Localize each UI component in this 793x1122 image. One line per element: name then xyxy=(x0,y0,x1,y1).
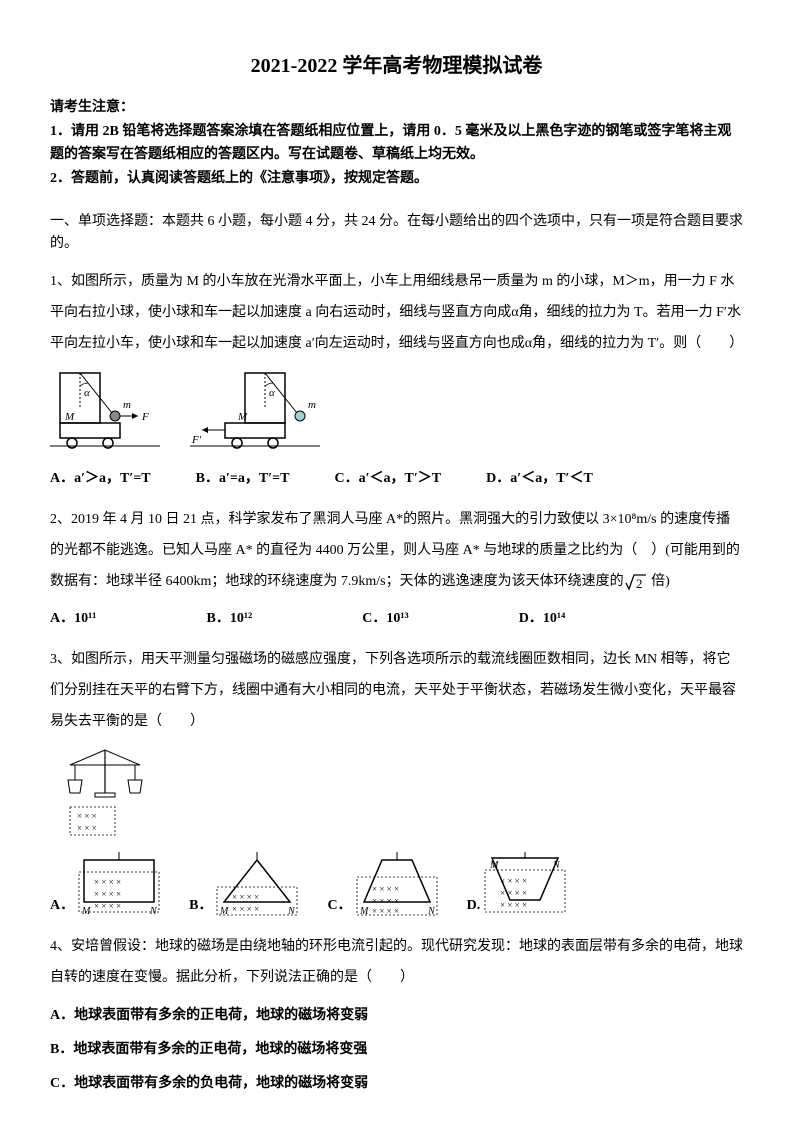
svg-text:N: N xyxy=(149,906,158,917)
q4-option-a: A．地球表面带有多余的正电荷，地球的磁场将变弱 xyxy=(50,1002,743,1030)
sqrt-2-icon: 2 xyxy=(624,573,648,591)
section-1-intro: 一、单项选择题：本题共 6 小题，每小题 4 分，共 24 分。在每小题给出的四… xyxy=(50,211,743,256)
svg-text:N: N xyxy=(427,906,436,917)
question-2: 2、2019 年 4 月 10 日 21 点，科学家发布了黑洞人马座 A*的照片… xyxy=(50,505,743,597)
q4-option-c: C．地球表面带有多余的负电荷，地球的磁场将变弱 xyxy=(50,1070,743,1098)
question-3-text: 3、如图所示，用天平测量匀强磁场的磁感应强度，下列各选项所示的载流线圈匝数相同，… xyxy=(50,645,743,737)
question-3: 3、如图所示，用天平测量匀强磁场的磁感应强度，下列各选项所示的载流线圈匝数相同，… xyxy=(50,645,743,737)
page-title: 2021-2022 学年高考物理模拟试卷 xyxy=(50,50,743,82)
svg-text:× × × ×: × × × × xyxy=(372,884,399,894)
notice-header: 请考生注意： xyxy=(50,97,743,119)
svg-text:α: α xyxy=(269,387,275,399)
svg-text:N: N xyxy=(552,860,561,871)
svg-text:M: M xyxy=(359,906,369,917)
q3-diagram-d: × × × × × × × × × × × × M N xyxy=(480,852,570,917)
q3-option-b: B． × × × × × × × × M N xyxy=(189,852,302,917)
q2-option-d: D．10¹⁴ xyxy=(519,608,566,630)
q4-option-b: B．地球表面带有多余的正电荷，地球的磁场将变强 xyxy=(50,1036,743,1064)
question-4-text: 4、安培曾假设：地球的磁场是由绕地轴的环形电流引起的。现代研究发现：地球的表面层… xyxy=(50,932,743,994)
q2-option-b: B．10¹² xyxy=(207,608,253,630)
svg-text:× × × ×: × × × × xyxy=(94,889,121,899)
q3-diagram-a: × × × × × × × × × × × × M N xyxy=(74,852,164,917)
question-2-text-after: 倍) xyxy=(648,574,670,589)
notice-item-1: 1．请用 2B 铅笔将选择题答案涂填在答题纸相应位置上，请用 0．5 毫米及以上… xyxy=(50,121,743,166)
question-3-balance-diagram: × × × × × × xyxy=(60,745,743,840)
q2-option-a: A．10¹¹ xyxy=(50,608,97,630)
svg-text:m: m xyxy=(308,399,316,411)
svg-text:F: F xyxy=(141,411,149,423)
svg-text:2: 2 xyxy=(636,576,643,591)
svg-text:m: m xyxy=(123,399,131,411)
svg-text:× × × ×: × × × × xyxy=(94,901,121,911)
svg-text:× × × ×: × × × × xyxy=(500,888,527,898)
svg-text:× × × ×: × × × × xyxy=(232,892,259,902)
svg-text:× × × ×: × × × × xyxy=(232,904,259,914)
q1-option-d: D．a′＜a，T′＜T xyxy=(486,468,593,490)
svg-text:× × × ×: × × × × xyxy=(94,877,121,887)
question-1-options: A．a′＞a，T′=T B．a′=a，T′=T C．a′＜a，T′＞T D．a′… xyxy=(50,468,743,490)
svg-text:N: N xyxy=(287,906,296,917)
q1-option-b: B．a′=a，T′=T xyxy=(196,468,290,490)
svg-text:× × × ×: × × × × xyxy=(372,896,399,906)
svg-text:F′: F′ xyxy=(191,434,202,446)
question-1: 1、如图所示，质量为 M 的小车放在光滑水平面上，小车上用细线悬吊一质量为 m … xyxy=(50,267,743,359)
svg-text:M: M xyxy=(81,906,91,917)
svg-text:M: M xyxy=(64,411,75,423)
svg-text:× × × ×: × × × × xyxy=(500,900,527,910)
q1-option-a: A．a′＞a，T′=T xyxy=(50,468,151,490)
q3-option-d: D. × × × × × × × × × × × × M N xyxy=(467,852,571,917)
question-2-options: A．10¹¹ B．10¹² C．10¹³ D．10¹⁴ xyxy=(50,608,743,630)
svg-text:α: α xyxy=(84,387,90,399)
notice-item-2: 2．答题前，认真阅读答题纸上的《注意事项》，按规定答题。 xyxy=(50,168,743,190)
q3-diagram-c: × × × × × × × × × × × × M N xyxy=(352,852,442,917)
question-1-text: 1、如图所示，质量为 M 的小车放在光滑水平面上，小车上用细线悬吊一质量为 m … xyxy=(50,267,743,359)
q2-option-c: C．10¹³ xyxy=(362,608,409,630)
svg-text:× × × ×: × × × × xyxy=(500,876,527,886)
q1-diagram-1: α m M F xyxy=(50,368,160,453)
svg-text:× × ×: × × × xyxy=(77,823,97,833)
svg-text:× × × ×: × × × × xyxy=(372,906,399,916)
q1-option-c: C．a′＜a，T′＞T xyxy=(334,468,441,490)
svg-text:× × ×: × × × xyxy=(77,811,97,821)
question-3-options: A． × × × × × × × × × × × × M N B． × × × … xyxy=(50,852,743,917)
q3-option-a: A． × × × × × × × × × × × × M N xyxy=(50,852,164,917)
question-4: 4、安培曾假设：地球的磁场是由绕地轴的环形电流引起的。现代研究发现：地球的表面层… xyxy=(50,932,743,994)
q3-diagram-b: × × × × × × × × M N xyxy=(212,852,302,917)
svg-text:M: M xyxy=(219,906,229,917)
question-1-diagrams: α m M F α m M F′ xyxy=(50,368,743,453)
q1-diagram-2: α m M F′ xyxy=(190,368,320,453)
svg-text:M: M xyxy=(489,860,499,871)
q3-option-c: C． × × × × × × × × × × × × M N xyxy=(327,852,441,917)
svg-text:M: M xyxy=(237,411,248,423)
